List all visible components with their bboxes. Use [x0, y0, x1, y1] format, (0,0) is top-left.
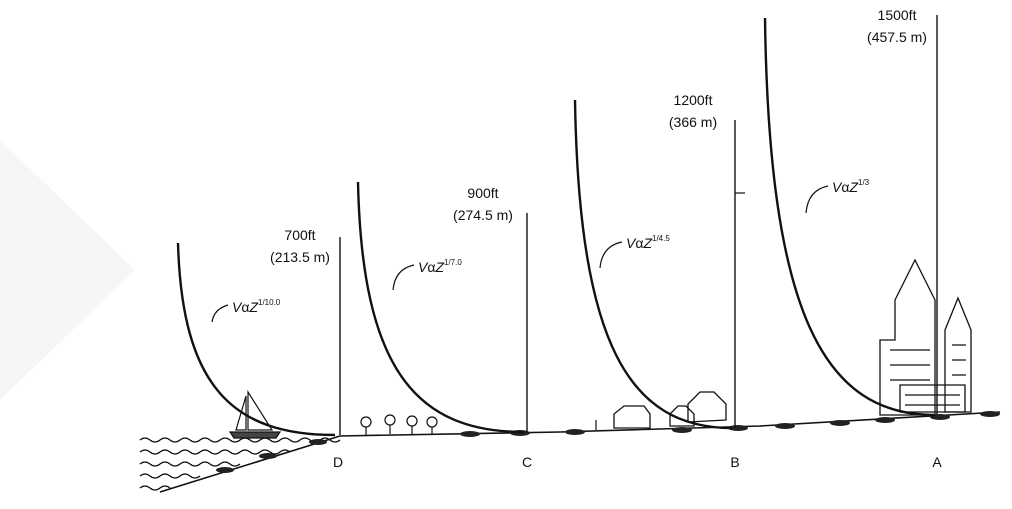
houses	[613, 391, 727, 429]
bushes	[216, 411, 1000, 473]
formula-v: V	[832, 179, 843, 195]
sailboat	[228, 389, 282, 439]
formula-exponent: 1/3	[858, 178, 870, 187]
formula-v: V	[232, 299, 243, 315]
formula-v: V	[626, 235, 637, 251]
height-ft: 1500ft	[878, 7, 917, 23]
terrain-label: A	[932, 454, 942, 470]
leader-arrow	[211, 304, 229, 323]
height-ft: 900ft	[467, 185, 498, 201]
velocity-profile	[356, 181, 525, 434]
height-m: (366 m)	[669, 114, 717, 130]
terrain-label: D	[333, 454, 343, 470]
formula: VαZ1/3	[832, 178, 870, 195]
formula-alpha: α	[635, 235, 643, 251]
height-m: (213.5 m)	[270, 249, 330, 265]
height-m: (274.5 m)	[453, 207, 513, 223]
city	[879, 258, 972, 416]
formula-z: Z	[248, 299, 258, 315]
formula-z: Z	[434, 259, 444, 275]
formula-exponent: 1/4.5	[652, 234, 670, 243]
velocity-profile	[573, 99, 733, 430]
formula-v: V	[418, 259, 429, 275]
leader-arrow	[392, 264, 415, 291]
formula-exponent: 1/7.0	[444, 258, 462, 267]
height-m: (457.5 m)	[867, 29, 927, 45]
formula-alpha: α	[841, 179, 849, 195]
watermark	[0, 140, 135, 400]
height-ft: 700ft	[284, 227, 315, 243]
leader-arrow	[805, 185, 829, 214]
terrain-label: B	[730, 454, 739, 470]
terrain-label: C	[522, 454, 532, 470]
formula: VαZ1/10.0	[232, 298, 281, 315]
velocity-profile	[763, 17, 936, 417]
velocity-profile	[176, 242, 336, 437]
height-ft: 1200ft	[674, 92, 713, 108]
formula-alpha: α	[427, 259, 435, 275]
formula: VαZ1/4.5	[626, 234, 670, 251]
ground	[159, 411, 1001, 493]
formula-z: Z	[642, 235, 652, 251]
trees	[360, 414, 597, 435]
formula: VαZ1/7.0	[418, 258, 462, 275]
leader-arrow	[599, 241, 623, 269]
formula-alpha: α	[241, 299, 249, 315]
formula-exponent: 1/10.0	[258, 298, 281, 307]
water	[139, 437, 341, 491]
formula-z: Z	[848, 179, 858, 195]
